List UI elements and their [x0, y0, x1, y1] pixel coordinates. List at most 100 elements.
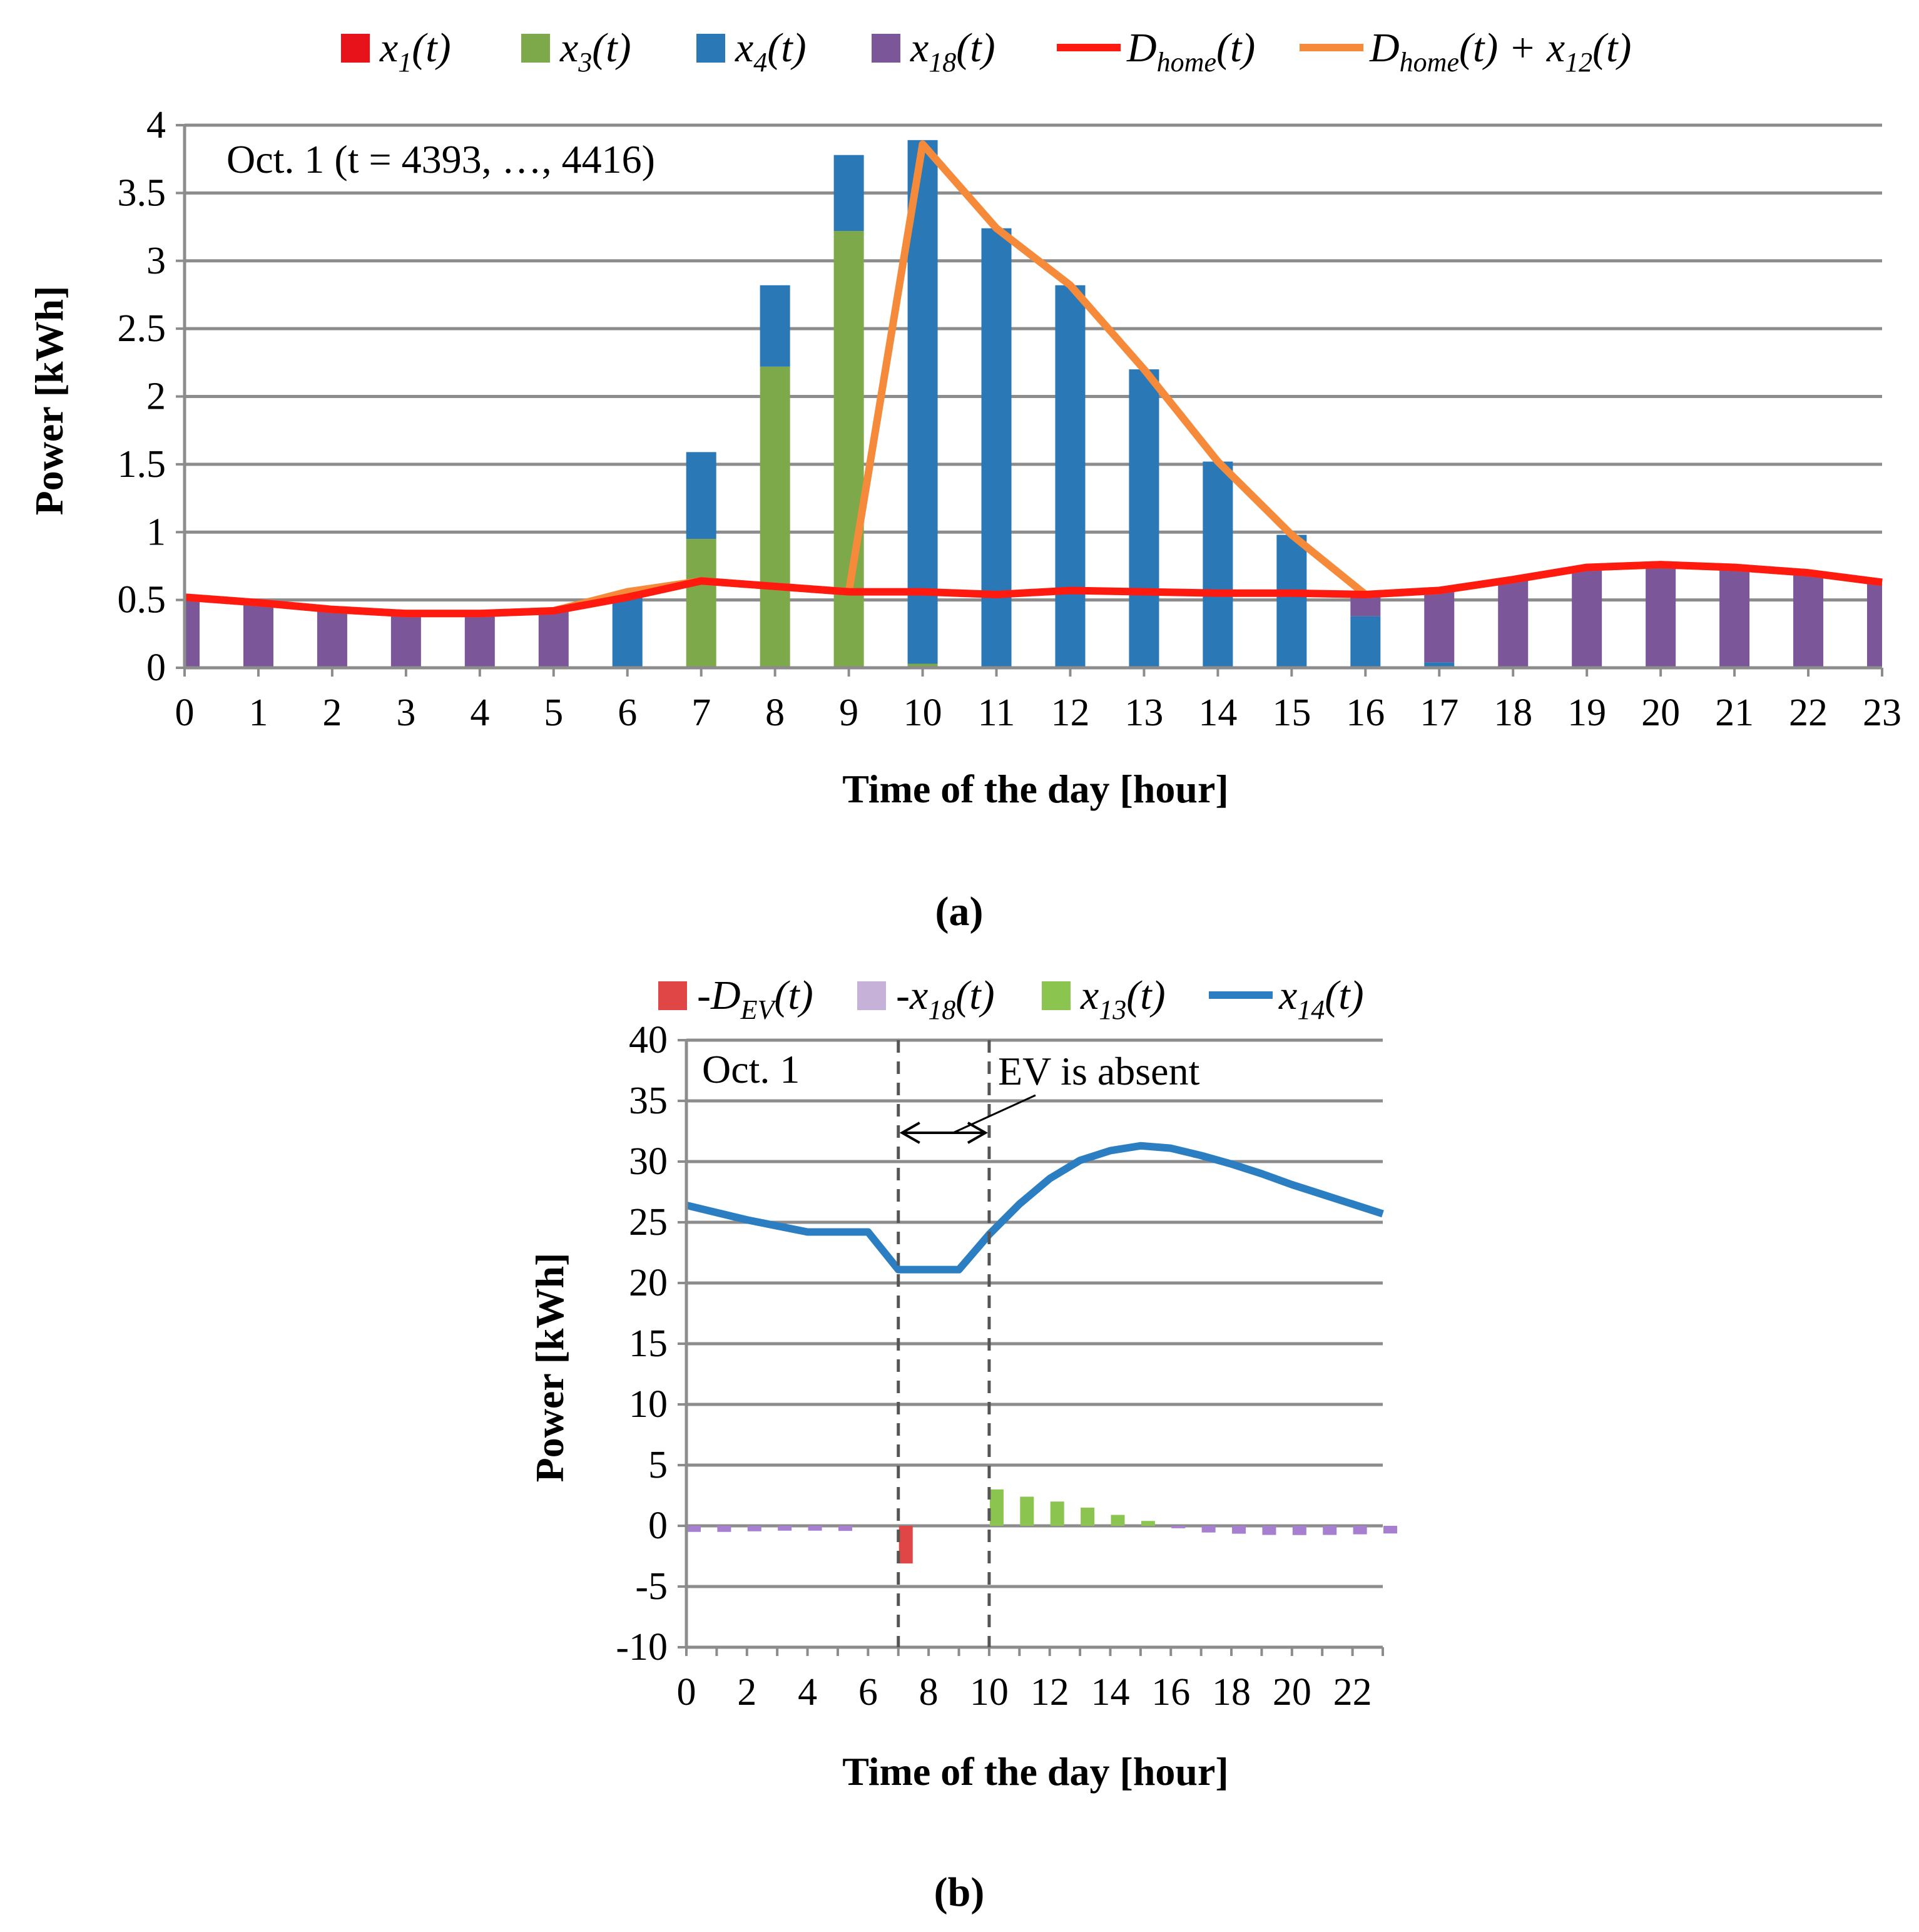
chart-a-bar-x3 [907, 663, 938, 668]
chart-a-legend-x1: x1(t) [341, 25, 451, 78]
chart-b-x-tick-label: 22 [1333, 1671, 1372, 1714]
chart-a-bar-x4 [1424, 662, 1455, 668]
chart-a-legend-x3: x3(t) [521, 25, 631, 78]
chart-a-legend: x1(t) x3(t) x4(t) x18(t) Dhome(t) Dhome(t) + … [341, 25, 1631, 78]
chart-a-y-tick-labels: 0 0.5 1 1.5 2 2.5 3 3.5 4 [118, 104, 166, 689]
chart-a-y-tick-label: 0 [146, 647, 166, 689]
chart-a-x-tick-label: 21 [1715, 692, 1754, 734]
chart-b-x-tick-label: 16 [1151, 1671, 1190, 1714]
chart-a-x-tick-label: 4 [470, 692, 489, 734]
chart-b-y-tick-label: 40 [629, 1019, 668, 1061]
chart-b-legend-neg_dev-swatch [658, 981, 687, 1010]
chart-a-bar-x18 [243, 604, 273, 668]
chart-b-ev-absent-label: EV is absent [998, 1049, 1200, 1093]
chart-b-legend-x13: x13(t) [1042, 973, 1166, 1025]
chart-a-bar-x4 [1203, 461, 1233, 668]
chart-b-x-tick-labels: 0 2 4 6 8 10 12 14 16 18 20 22 [677, 1671, 1372, 1714]
chart-a-legend-d_home: Dhome(t) [1057, 25, 1255, 78]
chart-b-x-tick-label: 12 [1031, 1671, 1069, 1714]
chart-a-x-tick-label: 15 [1272, 692, 1311, 734]
chart-b-bar-x13 [1050, 1501, 1064, 1526]
chart-a-legend-x1-label: x1(t) [379, 25, 451, 78]
chart-b-bar-neg_x18 [1292, 1526, 1306, 1535]
chart-a-x-tick-label: 8 [765, 692, 785, 734]
chart-a-x-tick-label: 2 [322, 692, 342, 734]
chart-a-legend-x1-swatch [341, 34, 370, 63]
chart-b-bar-neg_x18 [1171, 1526, 1186, 1528]
chart-a-bar-x4 [760, 285, 790, 367]
chart-a-bar-x4 [1276, 534, 1307, 668]
chart-a-x-tick-label: 10 [904, 692, 942, 734]
chart-b-legend-neg_dev-label: -DEV(t) [697, 973, 813, 1025]
chart-b-bar-neg_x18 [1323, 1526, 1337, 1535]
chart-b-bar-neg_x18 [1201, 1526, 1216, 1533]
chart-b-y-tick-label: 10 [629, 1383, 668, 1426]
chart-b-lines [685, 1142, 1384, 1274]
chart-b-bar-neg_x18 [1383, 1526, 1397, 1534]
chart-a-bar-x18 [1867, 582, 1882, 668]
chart-a-bar-x18 [1424, 589, 1455, 663]
chart-b-legend-x14: x14(t) [1209, 973, 1364, 1025]
chart-b-x-tick-label: 6 [858, 1671, 878, 1714]
chart-b-axes [678, 1039, 1384, 1656]
chart-b-x-tick-label: 4 [798, 1671, 817, 1714]
chart-a: x1(t) x3(t) x4(t) x18(t) Dhome(t) Dhome(t) + … [27, 25, 1901, 934]
chart-b-ev-absent-arrowhead-right [967, 1122, 988, 1144]
chart-b-bar-neg_dev [898, 1526, 913, 1564]
chart-a-y-tick-label: 2.5 [118, 307, 166, 350]
chart-b-bar-neg_x18 [687, 1526, 701, 1532]
chart-a-bar-x3 [760, 366, 790, 668]
chart-a-legend-x3-swatch [521, 34, 550, 63]
chart-a-bar-x18 [538, 610, 569, 668]
chart-a-line-d_home_plus_x12 [184, 140, 1883, 618]
chart-a-legend-x4: x4(t) [696, 25, 807, 78]
chart-a-x-tick-label: 19 [1567, 692, 1606, 734]
chart-a-x-tick-label: 16 [1346, 692, 1385, 734]
chart-a-x-tick-label: 6 [618, 692, 637, 734]
chart-a-y-axis-title: Power [kWh] [27, 286, 71, 516]
chart-b-ev-absent-arrowhead-left [899, 1122, 920, 1144]
chart-b-legend-neg_x18-swatch [857, 981, 886, 1010]
chart-a-axes [176, 124, 1883, 677]
chart-a-y-tick-label: 2 [146, 376, 166, 418]
chart-a-y-tick-label: 0.5 [118, 579, 166, 621]
chart-a-bar-x4 [1350, 616, 1381, 668]
chart-b-legend-x14-label: x14(t) [1278, 973, 1364, 1025]
chart-b-gridlines [686, 1038, 1383, 1588]
chart-a-gridlines [185, 123, 1882, 602]
chart-b-y-tick-label: 15 [629, 1322, 668, 1365]
chart-b-legend-x13-label: x13(t) [1080, 973, 1166, 1025]
chart-a-x-tick-label: 18 [1494, 692, 1532, 734]
chart-b-bar-x13 [1020, 1496, 1034, 1526]
chart-b-bar-x13 [989, 1489, 1004, 1526]
chart-a-legend-x3-label: x3(t) [559, 25, 631, 78]
chart-b-bar-neg_x18 [1353, 1526, 1367, 1535]
chart-a-bar-x4 [612, 597, 643, 668]
chart-a-y-tick-label: 3 [146, 240, 166, 282]
chart-a-bar-x18 [390, 613, 421, 668]
chart-a-x-tick-label: 3 [396, 692, 415, 734]
chart-a-legend-x18-swatch [872, 34, 900, 63]
chart-b-legend-neg_x18-label: -x18(t) [896, 973, 995, 1025]
chart-a-y-tick-label: 1.5 [118, 443, 166, 486]
chart-a-x-tick-label: 23 [1863, 692, 1901, 734]
panel-b-label: (b) [934, 1869, 985, 1915]
chart-a-x-tick-label: 11 [978, 692, 1015, 734]
chart-b-bar-neg_x18 [778, 1526, 792, 1531]
chart-a-bar-x18 [1572, 567, 1602, 668]
chart-a-bar-x18 [464, 613, 495, 668]
chart-a-legend-d_home-label: Dhome(t) [1126, 25, 1255, 78]
chart-b-legend-x13-swatch [1042, 981, 1071, 1010]
chart-b-bar-neg_x18 [808, 1526, 822, 1531]
chart-a-bar-x18 [317, 610, 347, 668]
chart-a-x-tick-label: 5 [544, 692, 563, 734]
chart-b-y-tick-label: 30 [629, 1140, 668, 1183]
chart-a-x-tick-label: 13 [1124, 692, 1163, 734]
chart-b-bar-neg_x18 [717, 1526, 731, 1532]
chart-b-x-tick-label: 14 [1091, 1671, 1129, 1714]
chart-b-line-x14 [685, 1142, 1384, 1274]
chart-a-x-tick-label: 12 [1051, 692, 1089, 734]
chart-b-bar-neg_x18 [838, 1526, 852, 1531]
chart-a-x-tick-label: 14 [1198, 692, 1237, 734]
chart-a-lines [184, 140, 1883, 618]
